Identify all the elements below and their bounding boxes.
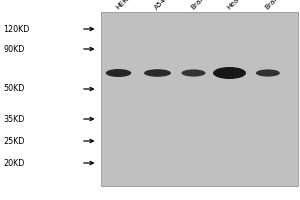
- Text: Heart: Heart: [225, 0, 244, 11]
- Ellipse shape: [106, 69, 131, 77]
- Text: 90KD: 90KD: [3, 45, 24, 53]
- Text: 20KD: 20KD: [3, 158, 24, 168]
- Text: HEK293: HEK293: [114, 0, 139, 11]
- Text: Brain: Brain: [189, 0, 207, 11]
- Text: 120KD: 120KD: [3, 24, 29, 33]
- FancyBboxPatch shape: [100, 12, 298, 186]
- Text: 25KD: 25KD: [3, 136, 25, 146]
- Ellipse shape: [213, 67, 246, 79]
- Text: 50KD: 50KD: [3, 84, 24, 93]
- Ellipse shape: [256, 69, 280, 77]
- Text: 35KD: 35KD: [3, 114, 24, 123]
- Text: A549: A549: [153, 0, 171, 11]
- Text: Brain: Brain: [264, 0, 281, 11]
- Ellipse shape: [182, 69, 206, 77]
- Ellipse shape: [144, 69, 171, 77]
